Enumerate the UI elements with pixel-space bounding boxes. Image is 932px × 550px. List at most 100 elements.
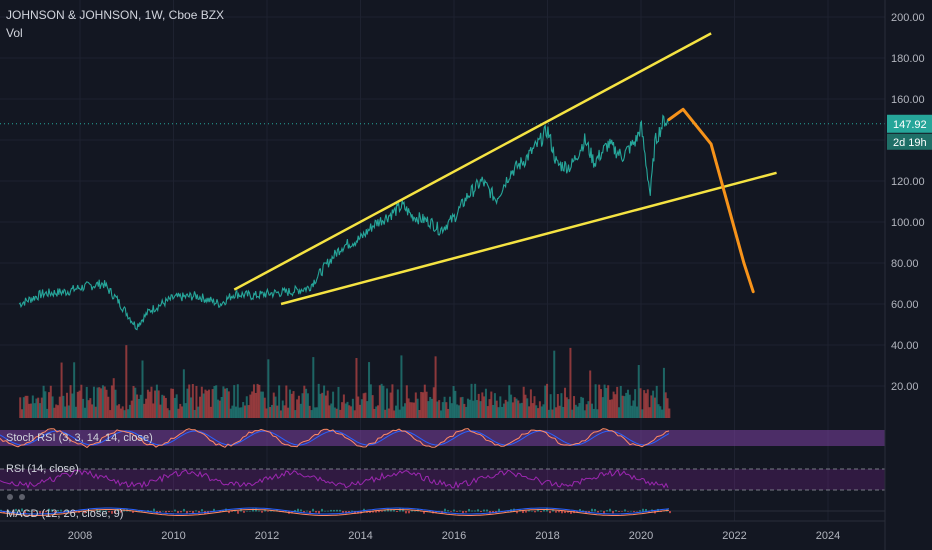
volume-bar: [94, 406, 97, 418]
volume-bar: [409, 402, 412, 418]
countdown-badge: [887, 133, 932, 150]
time-tick-label: 2016: [442, 530, 466, 542]
rsi-pane: [0, 468, 885, 491]
macd-histogram-bar: [36, 510, 38, 512]
volume-bar: [150, 386, 153, 418]
volume-bar: [190, 397, 193, 418]
volume-bar: [465, 406, 468, 418]
macd-histogram-bar: [384, 510, 386, 512]
volume-bar: [493, 393, 496, 418]
volume-bar: [459, 397, 462, 418]
macd-histogram-bar: [555, 511, 557, 513]
macd-histogram-bar: [162, 510, 164, 512]
volume-bar: [655, 385, 658, 418]
volume-bar: [19, 397, 22, 418]
rsi-label[interactable]: RSI (14, close): [6, 463, 79, 475]
volume-bar: [22, 397, 25, 418]
volume-bar: [319, 393, 322, 418]
volume-bar: [326, 390, 329, 418]
macd-histogram-bar: [231, 511, 233, 512]
volume-bar: [134, 387, 137, 418]
volume-bar: [297, 395, 300, 418]
volume-bar: [531, 403, 534, 418]
volume-bar: [362, 393, 365, 418]
volume-bar: [405, 385, 408, 418]
volume-bar: [206, 390, 209, 418]
volume-bar: [109, 410, 112, 418]
macd-histogram-bar: [303, 511, 305, 513]
macd-histogram-bar: [456, 511, 458, 512]
macd-histogram-bar: [33, 511, 35, 512]
volume-bar: [145, 398, 148, 418]
macd-histogram-bar: [93, 511, 95, 513]
volume-bar: [510, 394, 513, 418]
volume-bar: [256, 383, 259, 418]
volume-bar: [82, 398, 85, 418]
volume-bar: [44, 391, 47, 418]
volume-bar: [211, 389, 214, 418]
volume-bar: [661, 409, 664, 418]
macd-histogram-bar: [252, 508, 254, 512]
macd-histogram-bar: [42, 511, 44, 514]
volume-bar: [377, 405, 380, 418]
drawing-marker-icon: [19, 494, 25, 500]
macd-histogram-bar: [525, 511, 527, 513]
macd-histogram-bar: [21, 508, 23, 512]
volume-bar: [208, 389, 211, 418]
volume-bar: [58, 396, 61, 418]
volume-label[interactable]: Vol: [6, 26, 23, 40]
volume-bar: [261, 391, 264, 418]
macd-histogram-bar: [399, 508, 401, 512]
macd-histogram-bar: [171, 511, 173, 512]
macd-histogram-bar: [537, 508, 539, 512]
stoch-k-line: [0, 428, 670, 449]
macd-histogram-bar: [177, 511, 179, 514]
macd-histogram-bar: [549, 511, 551, 514]
macd-histogram-bar: [390, 509, 392, 512]
volume-bar: [139, 394, 142, 418]
volume-bar: [143, 403, 146, 418]
volume-bar: [371, 395, 374, 418]
volume-bar: [488, 399, 491, 418]
volume-bar: [438, 400, 441, 418]
macd-histogram-bar: [189, 511, 191, 512]
volume-bar: [335, 408, 338, 418]
volume-bar: [445, 402, 448, 418]
volume-bar: [547, 409, 550, 418]
volume-bar: [616, 386, 619, 418]
macd-histogram-bar: [312, 508, 314, 512]
volume-bar: [136, 394, 139, 418]
volume-bar: [614, 394, 617, 418]
volume-bar: [436, 401, 439, 418]
volume-bar: [425, 391, 428, 418]
macd-histogram-bar: [30, 510, 32, 512]
volume-bar: [285, 385, 288, 418]
volume-bar: [236, 384, 239, 418]
macd-histogram-bar: [336, 509, 338, 512]
volume-bar: [492, 404, 495, 418]
macd-histogram-bar: [468, 508, 470, 512]
stoch-rsi-label[interactable]: Stoch RSI (3, 3, 14, 14, close): [6, 432, 153, 444]
volume-bar: [565, 397, 568, 418]
volume-bar: [395, 405, 398, 418]
volume-bar: [177, 408, 180, 418]
volume-bar: [450, 403, 453, 418]
volume-bar: [224, 388, 227, 418]
symbol-title[interactable]: JOHNSON & JOHNSON, 1W, Cboe BZX: [6, 8, 225, 22]
macd-histogram-bar: [489, 511, 491, 514]
volume-bar: [51, 396, 54, 418]
volume-bar: [346, 401, 349, 418]
macd-histogram-bar: [507, 510, 509, 512]
macd-histogram-bar: [258, 510, 260, 512]
volume-bar: [65, 392, 68, 418]
volume-bar: [569, 347, 572, 418]
macd-histogram-bar: [462, 511, 464, 514]
macd-signal-line: [0, 509, 670, 516]
volume-bar: [513, 397, 516, 418]
macd-histogram-bar: [465, 511, 467, 513]
macd-histogram-bar: [606, 510, 608, 512]
macd-histogram-bar: [321, 508, 323, 512]
macd-label[interactable]: MACD (12, 26, close, 9): [6, 508, 124, 520]
volume-bar: [475, 400, 478, 418]
